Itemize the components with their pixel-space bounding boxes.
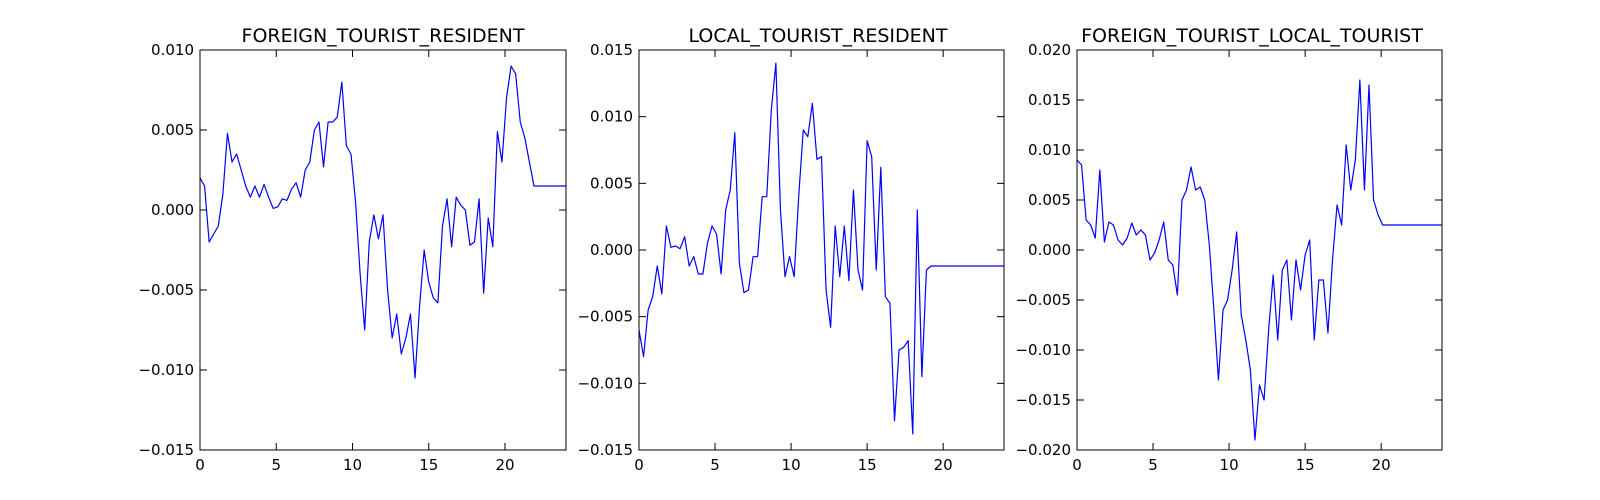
y-tick-label: 0.000 bbox=[1028, 241, 1071, 259]
x-tick-label: 15 bbox=[1296, 456, 1315, 474]
x-tick-label: 5 bbox=[1148, 456, 1158, 474]
y-tick-label: −0.010 bbox=[577, 374, 633, 392]
y-tick-label: −0.010 bbox=[1015, 341, 1071, 359]
x-tick-label: 20 bbox=[934, 456, 953, 474]
series-line bbox=[200, 65, 566, 379]
y-tick-label: 0.000 bbox=[151, 201, 194, 219]
y-tick-label: −0.005 bbox=[1015, 291, 1071, 309]
panel-foreign-tourist-local-tourist: FOREIGN_TOURIST_LOCAL_TOURIST 0 5 10 15 20 −0… bbox=[1015, 25, 1443, 474]
panel-foreign-tourist-resident: FOREIGN_TOURIST_RESIDENT 0 5 10 15 20 −0.015 −… bbox=[138, 25, 567, 474]
y-tick-label: 0.005 bbox=[590, 174, 633, 192]
y-tick-label: 0.005 bbox=[1028, 191, 1071, 209]
y-tick-label: −0.015 bbox=[577, 441, 633, 459]
y-tick-label: 0.010 bbox=[1028, 141, 1071, 159]
panel-title: LOCAL_TOURIST_RESIDENT bbox=[689, 25, 948, 47]
y-tick-label: 0.015 bbox=[1028, 91, 1071, 109]
y-tick-label: 0.010 bbox=[590, 108, 633, 126]
x-tick-label: 10 bbox=[1220, 456, 1239, 474]
x-tick-label: 10 bbox=[343, 456, 362, 474]
y-tick-label: −0.015 bbox=[138, 441, 194, 459]
y-tick-label: 0.000 bbox=[590, 241, 633, 259]
x-tick-label: 20 bbox=[1372, 456, 1391, 474]
series-line bbox=[1077, 79, 1442, 441]
x-tick-label: 20 bbox=[495, 456, 514, 474]
plot-frame bbox=[638, 49, 1005, 451]
x-tick-label: 0 bbox=[1072, 456, 1082, 474]
x-tick-label: 15 bbox=[858, 456, 877, 474]
series-line bbox=[639, 62, 1004, 435]
y-tick-label: −0.010 bbox=[138, 361, 194, 379]
panel-title: FOREIGN_TOURIST_LOCAL_TOURIST bbox=[1081, 25, 1423, 47]
x-tick-label: 0 bbox=[195, 456, 205, 474]
y-tick-label: −0.015 bbox=[1015, 391, 1071, 409]
panel-local-tourist-resident: LOCAL_TOURIST_RESIDENT 0 5 10 15 20 −0.015 −0.… bbox=[577, 25, 1005, 474]
y-tick-label: −0.020 bbox=[1015, 441, 1071, 459]
x-tick-label: 5 bbox=[271, 456, 281, 474]
y-tick-label: 0.020 bbox=[1028, 41, 1071, 59]
x-tick-label: 15 bbox=[419, 456, 438, 474]
y-tick-label: 0.010 bbox=[151, 41, 194, 59]
y-tick-label: 0.015 bbox=[590, 41, 633, 59]
plot-frame bbox=[199, 49, 567, 451]
panel-title: FOREIGN_TOURIST_RESIDENT bbox=[242, 25, 525, 47]
y-tick-label: 0.005 bbox=[151, 121, 194, 139]
x-tick-label: 10 bbox=[782, 456, 801, 474]
y-tick-label: −0.005 bbox=[577, 308, 633, 326]
y-tick-label: −0.005 bbox=[138, 281, 194, 299]
x-tick-label: 0 bbox=[634, 456, 644, 474]
x-tick-label: 5 bbox=[710, 456, 720, 474]
